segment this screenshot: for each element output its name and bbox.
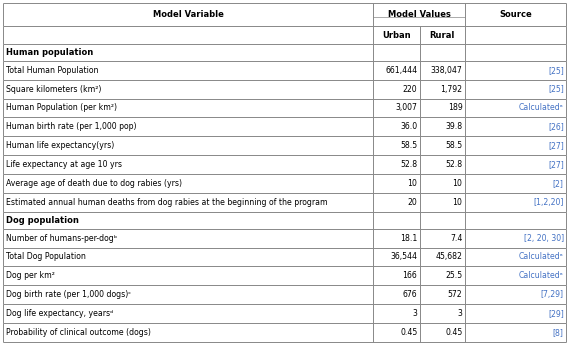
Text: 338,047: 338,047: [431, 66, 463, 75]
Text: Average age of death due to dog rabies (yrs): Average age of death due to dog rabies (…: [6, 179, 183, 188]
Text: Rural: Rural: [430, 30, 455, 40]
Text: Dog life expectancy, yearsᵈ: Dog life expectancy, yearsᵈ: [6, 309, 114, 318]
Text: [29]: [29]: [548, 309, 564, 318]
Text: 39.8: 39.8: [446, 122, 463, 131]
Text: 52.8: 52.8: [446, 160, 463, 169]
Text: Human birth rate (per 1,000 pop): Human birth rate (per 1,000 pop): [6, 122, 137, 131]
Text: 3: 3: [413, 309, 417, 318]
Bar: [3, 3, 566, 26]
Text: 25.5: 25.5: [446, 272, 463, 280]
Text: [7,29]: [7,29]: [541, 290, 564, 299]
Text: 36,544: 36,544: [390, 253, 417, 262]
Text: Urban: Urban: [382, 30, 411, 40]
Bar: [3, 193, 566, 212]
Text: Square kilometers (km²): Square kilometers (km²): [6, 85, 102, 93]
Bar: [3, 136, 566, 155]
Text: Model Variable: Model Variable: [153, 10, 224, 19]
Text: Source: Source: [499, 10, 531, 19]
Text: [8]: [8]: [553, 328, 564, 337]
Text: 1,792: 1,792: [440, 85, 463, 93]
Text: 10: 10: [452, 179, 463, 188]
Bar: [3, 323, 566, 342]
Text: [1,2,20]: [1,2,20]: [533, 198, 564, 207]
Text: [25]: [25]: [548, 85, 564, 93]
Text: 0.45: 0.45: [400, 328, 417, 337]
Bar: [3, 229, 566, 248]
Text: Model Values: Model Values: [387, 10, 451, 19]
Bar: [3, 61, 566, 80]
Text: [26]: [26]: [548, 122, 564, 131]
Text: Calculatedᵃ: Calculatedᵃ: [519, 104, 564, 112]
Text: Calculatedᵃ: Calculatedᵃ: [519, 272, 564, 280]
Text: 189: 189: [448, 104, 463, 112]
Text: Estimated annual human deaths from dog rabies at the beginning of the program: Estimated annual human deaths from dog r…: [6, 198, 328, 207]
Text: Calculatedᵃ: Calculatedᵃ: [519, 253, 564, 262]
Text: [2, 20, 30]: [2, 20, 30]: [523, 234, 564, 243]
Text: Number of humans-per-dogᵇ: Number of humans-per-dogᵇ: [6, 234, 118, 243]
Bar: [3, 99, 566, 117]
Text: [2]: [2]: [553, 179, 564, 188]
Text: 0.45: 0.45: [445, 328, 463, 337]
Bar: [3, 174, 566, 193]
Text: [25]: [25]: [548, 66, 564, 75]
Text: 661,444: 661,444: [385, 66, 417, 75]
Text: [27]: [27]: [548, 141, 564, 150]
Text: [27]: [27]: [548, 160, 564, 169]
Text: Total Human Population: Total Human Population: [6, 66, 99, 75]
Bar: [3, 285, 566, 304]
Bar: [3, 155, 566, 174]
Bar: [3, 80, 566, 99]
Text: 10: 10: [407, 179, 417, 188]
Text: 58.5: 58.5: [446, 141, 463, 150]
Text: Dog birth rate (per 1,000 dogs)ᶜ: Dog birth rate (per 1,000 dogs)ᶜ: [6, 290, 131, 299]
Text: Total Dog Population: Total Dog Population: [6, 253, 86, 262]
Text: 3,007: 3,007: [395, 104, 417, 112]
Text: Dog population: Dog population: [6, 216, 79, 225]
Text: 52.8: 52.8: [400, 160, 417, 169]
Text: 7.4: 7.4: [450, 234, 463, 243]
Text: Dog per km²: Dog per km²: [6, 272, 55, 280]
Text: Probability of clinical outcome (dogs): Probability of clinical outcome (dogs): [6, 328, 151, 337]
Text: 58.5: 58.5: [400, 141, 417, 150]
Text: 20: 20: [407, 198, 417, 207]
Text: Human life expectancy(yrs): Human life expectancy(yrs): [6, 141, 115, 150]
Text: Human population: Human population: [6, 48, 94, 57]
Text: 220: 220: [403, 85, 417, 93]
Text: 45,682: 45,682: [435, 253, 463, 262]
Bar: [3, 117, 566, 136]
Text: Life expectancy at age 10 yrs: Life expectancy at age 10 yrs: [6, 160, 122, 169]
Text: 676: 676: [403, 290, 417, 299]
Bar: [3, 248, 566, 266]
Bar: [3, 304, 566, 323]
Bar: [3, 26, 566, 44]
Bar: [3, 212, 566, 229]
Bar: [3, 44, 566, 61]
Text: 3: 3: [457, 309, 463, 318]
Text: 18.1: 18.1: [400, 234, 417, 243]
Text: 166: 166: [403, 272, 417, 280]
Text: 572: 572: [448, 290, 463, 299]
Bar: [3, 266, 566, 285]
Text: Human Population (per km²): Human Population (per km²): [6, 104, 117, 112]
Text: 10: 10: [452, 198, 463, 207]
Text: 36.0: 36.0: [400, 122, 417, 131]
